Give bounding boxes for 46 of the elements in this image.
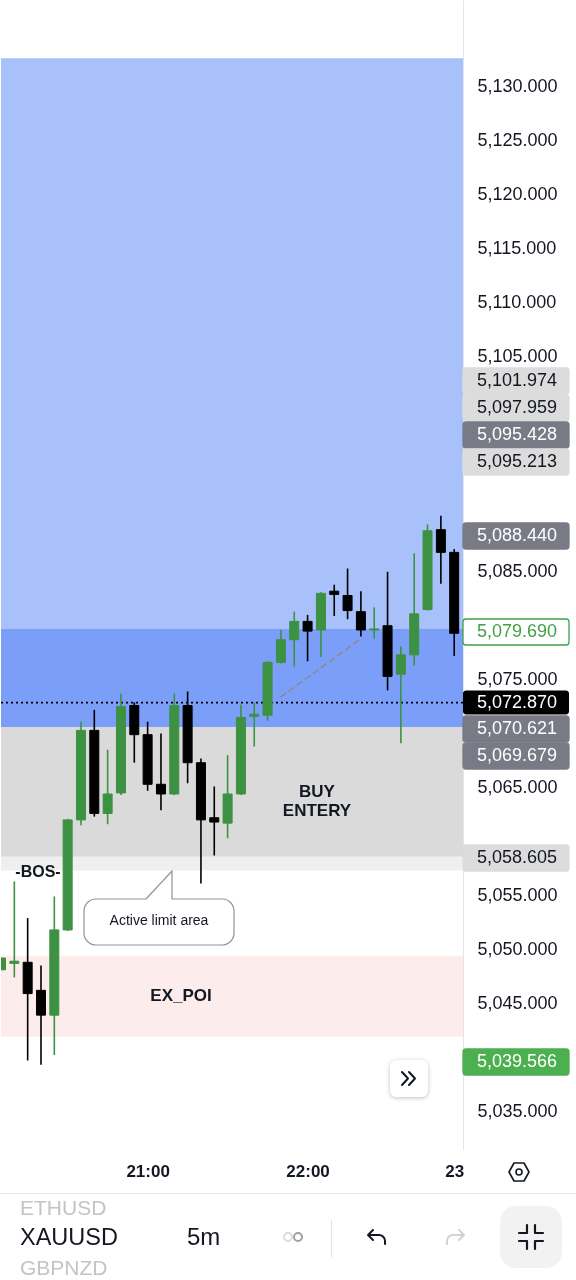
band-label: EX_POI <box>150 986 212 1006</box>
text: 5,097.959 <box>477 397 558 417</box>
candlestick <box>395 645 406 745</box>
text: 5,039.566 <box>477 1051 558 1071</box>
candlestick <box>355 590 366 638</box>
text: 5,058.605 <box>477 847 558 867</box>
text: 5,095.428 <box>477 424 558 444</box>
band-label: Active limit area <box>109 911 209 928</box>
y-tick-label: 5,045.000 <box>477 992 558 1013</box>
y-tick-label: 5,115.000 <box>477 237 557 258</box>
y-tick-label: 5,110.000 <box>477 291 557 312</box>
y-tick-label: 5,050.000 <box>477 938 558 959</box>
candlestick <box>102 748 113 825</box>
y-tick-label: 5,065.000 <box>477 777 558 798</box>
text: 5,070.621 <box>477 718 558 738</box>
annotation: -BOS- <box>15 863 61 880</box>
y-tick-label: 5,035.000 <box>477 1100 558 1121</box>
y-tick-label: 5,055.000 <box>477 884 558 905</box>
text: 5,101.974 <box>477 370 558 390</box>
ref-line-label: 5,072.870 <box>477 691 558 712</box>
candlestick <box>209 785 220 857</box>
y-tick-label: 5,085.000 <box>477 561 558 582</box>
x-tick-label: 21:00 <box>126 1161 170 1181</box>
line-series <box>280 637 362 698</box>
candlestick <box>289 610 300 668</box>
y-tick-label: 5,120.000 <box>477 183 558 204</box>
candlestick <box>329 583 340 617</box>
text: 5,079.690 <box>477 621 558 641</box>
text: 5,088.440 <box>477 525 558 545</box>
candlestick <box>369 606 380 640</box>
candlestick <box>302 614 313 663</box>
y-tick-label: 5,105.000 <box>477 345 558 366</box>
candlestick <box>435 514 446 585</box>
y-tick-label: 5,130.000 <box>477 75 558 96</box>
candlestick <box>9 880 20 979</box>
band-label: BUY ENTERY <box>282 781 352 820</box>
y-tick-label: 5,075.000 <box>477 669 558 690</box>
candlestick <box>249 701 260 748</box>
y-tick-label: 5,125.000 <box>477 129 558 150</box>
candlestick <box>342 567 353 621</box>
text: 5,069.679 <box>477 745 558 765</box>
x-tick-label: 22:00 <box>286 1161 330 1181</box>
candlestick <box>275 629 286 665</box>
candlestick <box>155 732 166 811</box>
x-tick-label: 23 <box>445 1161 465 1181</box>
text: 5,095.213 <box>477 451 558 471</box>
